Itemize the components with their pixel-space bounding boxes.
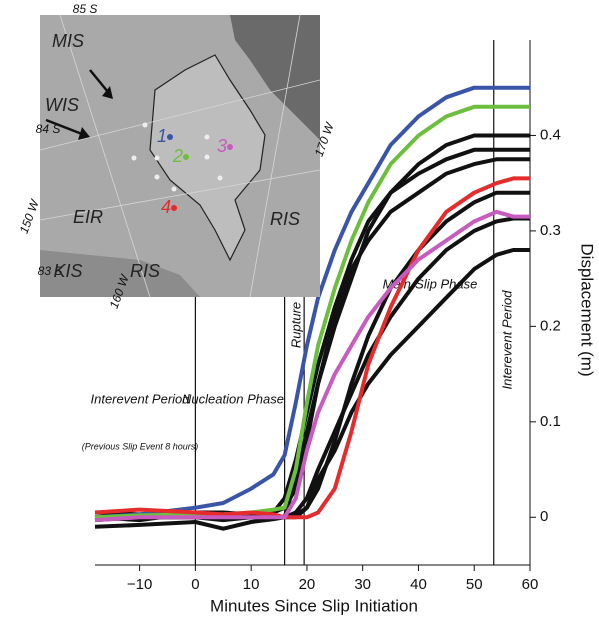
x-tick-label: 40 (410, 576, 427, 593)
map-station-dot (204, 154, 210, 160)
annotation: Interevent Period (90, 391, 190, 406)
map-station-dot (217, 175, 223, 181)
x-tick-label: 30 (354, 576, 371, 593)
map-station-dot (204, 134, 210, 140)
map-label: RIS (130, 261, 160, 281)
station-marker (167, 134, 173, 140)
x-axis-title: Minutes Since Slip Initiation (210, 596, 418, 615)
annotation: (Previous Slip Event 8 hours) (82, 441, 199, 451)
map-terrain (230, 15, 320, 140)
map-station-dot (154, 155, 160, 161)
station-label: 4 (161, 197, 171, 217)
map-label: KIS (53, 261, 82, 281)
x-tick-label: 0 (191, 576, 199, 593)
y-tick-label: 0.2 (540, 317, 561, 334)
annotation: Interevent Period (499, 290, 514, 390)
station-marker (227, 144, 233, 150)
map-label: 83 S (38, 264, 63, 278)
x-tick-label: 60 (522, 576, 539, 593)
y-tick-label: 0.4 (540, 126, 561, 143)
data-line (94, 209, 530, 523)
x-tick-label: 20 (299, 576, 316, 593)
data-line (94, 85, 530, 520)
map-station-dot (171, 186, 177, 192)
map-arrow (45, 69, 109, 136)
annotation: Nucleation Phase (182, 391, 284, 406)
map-label: 150 W (17, 196, 43, 235)
y-tick-label: 0 (540, 508, 548, 525)
y-tick-label: 0.3 (540, 222, 561, 239)
map-station-dot (154, 174, 160, 180)
data-line (94, 176, 530, 520)
map-label: 85 S (73, 2, 98, 16)
station-marker (183, 154, 189, 160)
x-tick-label: 50 (466, 576, 483, 593)
x-tick-label: −10 (127, 576, 152, 593)
map-label: 84 S (36, 122, 61, 136)
map-station-dot (142, 122, 148, 128)
station-label: 1 (157, 126, 167, 146)
y-axis-title: Displacement (m) (578, 243, 597, 376)
map-label: MIS (52, 31, 84, 51)
y-tick-label: 0.1 (540, 413, 561, 430)
station-marker (171, 205, 177, 211)
station-label: 3 (217, 136, 227, 156)
x-tick-label: 10 (243, 576, 260, 593)
map-coast (40, 250, 200, 297)
map-label: EIR (73, 207, 103, 227)
map-station-dot (131, 155, 137, 161)
map-arrowhead (78, 86, 113, 140)
station-label: 2 (172, 146, 183, 166)
map-label: RIS (270, 209, 300, 229)
map-label: WIS (45, 95, 79, 115)
annotation: Rupture (288, 302, 303, 348)
map-grid (39, 14, 321, 298)
data-line (94, 147, 530, 523)
